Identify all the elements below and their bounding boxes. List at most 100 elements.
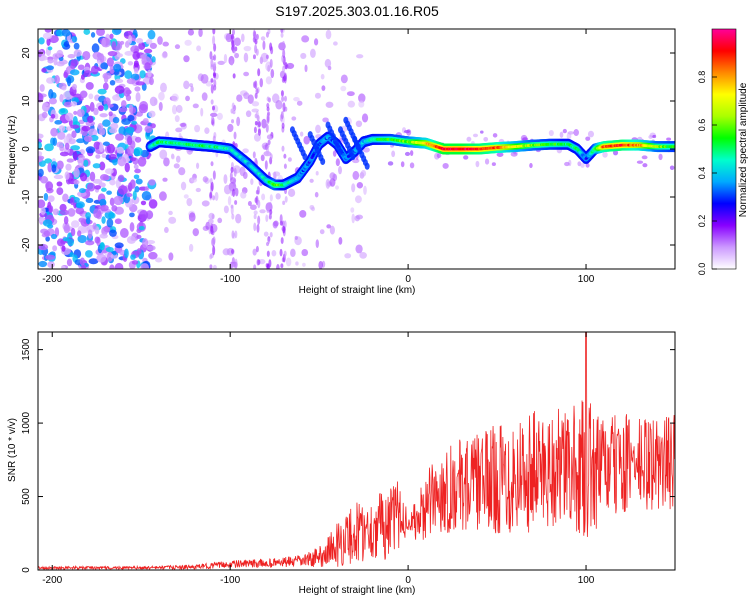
- noise-cell: [612, 149, 619, 156]
- noise-cell: [118, 126, 126, 136]
- noise-cell: [58, 125, 66, 132]
- noise-cell: [118, 107, 128, 113]
- noise-cell: [321, 85, 326, 91]
- noise-cell: [113, 63, 122, 72]
- noise-cell: [65, 163, 72, 171]
- noise-cell: [59, 203, 67, 212]
- noise-cell: [60, 108, 66, 114]
- noise-cell: [510, 151, 518, 157]
- noise-cell: [112, 116, 120, 124]
- streak-cell: [210, 161, 214, 167]
- snr-series-line: [38, 332, 675, 570]
- noise-cell: [100, 204, 109, 212]
- noise-cell: [658, 153, 663, 161]
- noise-cell: [38, 243, 49, 251]
- noise-cell: [38, 55, 48, 61]
- noise-cell: [192, 228, 200, 237]
- streak-cell: [211, 116, 215, 123]
- streak-cell: [282, 65, 286, 73]
- noise-cell: [134, 86, 141, 92]
- noise-cell: [48, 97, 57, 105]
- noise-cell: [272, 171, 281, 177]
- noise-cell: [235, 213, 242, 224]
- noise-cell: [47, 195, 55, 202]
- streak-cell: [266, 242, 270, 247]
- noise-cell: [43, 230, 51, 237]
- noise-cell: [69, 69, 80, 76]
- streak-cell: [210, 58, 214, 68]
- streak-cell: [269, 135, 273, 140]
- noise-cell: [168, 252, 174, 261]
- noise-cell: [46, 77, 55, 84]
- noise-cell: [90, 65, 99, 75]
- noise-cell: [98, 128, 106, 136]
- noise-cell: [45, 236, 50, 242]
- noise-cell: [96, 29, 105, 37]
- streak-cell: [232, 178, 236, 187]
- streak-cell: [232, 188, 236, 198]
- noise-cell: [387, 161, 394, 166]
- snr-y-ticks: 0 500 1000 1500: [21, 338, 675, 573]
- noise-cell: [111, 41, 117, 51]
- noise-cell: [564, 161, 570, 167]
- noise-cell: [168, 216, 177, 224]
- branch-cell: [364, 162, 370, 170]
- noise-cell: [61, 265, 66, 269]
- noise-cell: [198, 29, 203, 38]
- noise-cell: [484, 158, 490, 165]
- noise-cell: [290, 248, 296, 258]
- noise-cell: [480, 130, 484, 134]
- colorbar-label: Normalized spectral amplitude: [738, 82, 749, 217]
- noise-cell: [319, 229, 325, 235]
- streak-cell: [213, 43, 217, 52]
- noise-cell: [76, 138, 85, 144]
- noise-cell: [140, 263, 150, 269]
- streak-cell: [253, 264, 257, 269]
- noise-cell: [117, 185, 128, 195]
- noise-cell: [77, 234, 87, 244]
- noise-cell: [176, 104, 183, 113]
- noise-cell: [236, 116, 241, 127]
- noise-cell: [296, 100, 303, 106]
- streak-cell: [213, 54, 217, 61]
- noise-cell: [131, 260, 139, 265]
- noise-cell: [362, 147, 370, 153]
- noise-cell: [124, 162, 130, 173]
- noise-cell: [52, 245, 58, 252]
- noise-cell: [359, 252, 367, 259]
- noise-cell: [140, 200, 147, 206]
- streak-cell: [256, 258, 260, 266]
- noise-cell: [78, 96, 84, 101]
- spectrogram-x-tick-label: 0: [405, 274, 411, 285]
- streak-cell: [212, 105, 216, 111]
- noise-cell: [85, 212, 92, 219]
- noise-cell: [51, 164, 57, 173]
- noise-cell: [170, 154, 175, 160]
- noise-cell: [243, 92, 250, 100]
- noise-cell: [54, 120, 63, 125]
- noise-cell: [313, 38, 319, 46]
- noise-cell: [300, 52, 307, 59]
- spectrogram-y-ticks: -20 -10 0 10 20: [21, 47, 675, 252]
- colorbar-ticks: 0.0 0.2 0.4 0.6 0.8: [697, 71, 717, 275]
- noise-cell: [93, 208, 102, 219]
- noise-cell: [602, 151, 608, 158]
- noise-cell: [73, 179, 80, 185]
- noise-cell: [338, 237, 343, 245]
- noise-cell: [42, 32, 53, 40]
- spectrogram-cells: [38, 29, 675, 269]
- noise-cell: [299, 131, 304, 137]
- noise-cell: [131, 120, 138, 125]
- noise-cell: [174, 44, 181, 50]
- noise-cell: [70, 227, 76, 237]
- noise-cell: [134, 168, 141, 174]
- noise-cell: [87, 115, 94, 124]
- noise-cell: [253, 210, 258, 215]
- noise-cell: [107, 51, 118, 57]
- noise-cell: [133, 60, 139, 68]
- noise-cell: [329, 178, 336, 187]
- noise-cell: [252, 248, 257, 256]
- noise-cell: [239, 166, 246, 177]
- noise-cell: [234, 187, 239, 197]
- noise-cell: [79, 90, 88, 98]
